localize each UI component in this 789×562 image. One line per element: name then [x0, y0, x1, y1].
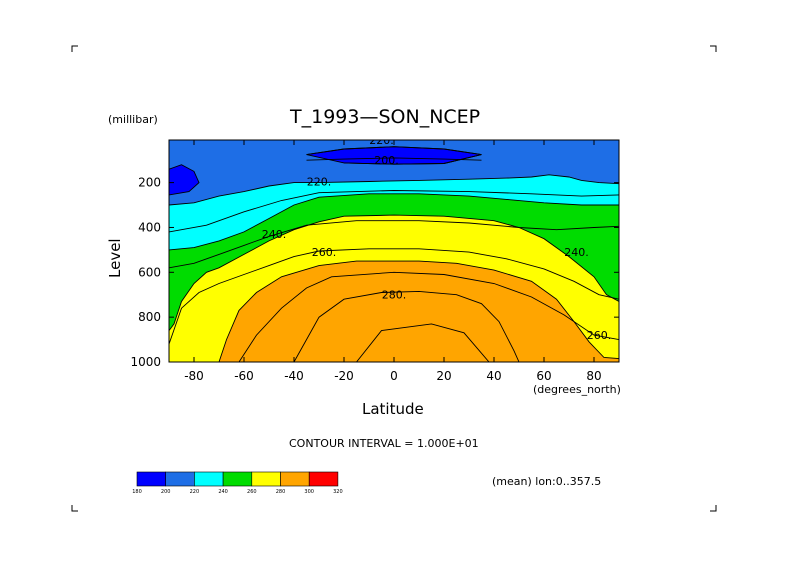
- corner-mark: [71, 505, 78, 512]
- contour-label: 220.: [369, 134, 394, 147]
- fill-below-200-core: [306, 146, 482, 165]
- x-tick-label: -80: [184, 369, 204, 383]
- legend-level-label: 220: [190, 489, 200, 495]
- contour-line-boundary-6: [293, 290, 520, 362]
- legend-swatch: [308, 471, 339, 487]
- corner-mark: [710, 45, 717, 52]
- legend-swatch: [194, 471, 224, 487]
- contour-line-3: [169, 220, 619, 269]
- legend-level-label: 200: [161, 489, 171, 495]
- contour-line-1: [238, 271, 619, 362]
- x-tick-label: -60: [234, 369, 254, 383]
- y-axis-label: Level: [106, 238, 124, 278]
- contour-line-boundary-0: [169, 164, 200, 196]
- contour-line-boundary-3: [169, 193, 619, 251]
- contour-line-0: [169, 248, 619, 345]
- contour-label: 260.: [312, 246, 337, 259]
- legend-level-label: 260: [247, 489, 257, 495]
- x-tick-label: 40: [486, 369, 501, 383]
- legend-level-label: 320: [333, 489, 343, 495]
- chart-title: T_1993—SON_NCEP: [290, 106, 481, 128]
- x-tick-label: -40: [284, 369, 304, 383]
- legend-level-label: 180: [132, 489, 142, 495]
- contour-label: 240.: [564, 246, 589, 259]
- contour-label: 280.: [382, 289, 407, 302]
- contour-line-5: [306, 157, 482, 161]
- contour-lines: [169, 146, 619, 362]
- contour-line-2: [356, 323, 490, 362]
- contour-interval-text: CONTOUR INTERVAL = 1.000E+01: [289, 437, 479, 450]
- y-tick-label: 800: [138, 310, 161, 324]
- x-tick-label: 60: [536, 369, 551, 383]
- legend-swatch: [251, 471, 281, 487]
- contour-label: 200.: [374, 154, 399, 167]
- contour-label: 220.: [307, 175, 332, 188]
- contour-line-core: [306, 146, 482, 165]
- legend-swatch: [136, 471, 167, 487]
- contour-line-4: [169, 190, 619, 233]
- contour-line-boundary-4: [169, 214, 619, 331]
- corner-mark: [710, 505, 717, 512]
- y-tick-label: 600: [138, 265, 161, 279]
- contour-line-boundary-2: [169, 174, 619, 206]
- y-tick-label: 400: [138, 220, 161, 234]
- legend-level-label: 300: [304, 489, 314, 495]
- x-tick-label: 0: [390, 369, 398, 383]
- y-tick-label: 200: [138, 176, 161, 190]
- legend-level-label: 240: [218, 489, 228, 495]
- corner-mark: [71, 45, 78, 52]
- mean-subtitle: (mean) lon:0..357.5: [492, 475, 602, 488]
- legend-swatch: [222, 471, 253, 487]
- legend-level-label: 280: [276, 489, 286, 495]
- y-units-label: (millibar): [108, 113, 158, 126]
- x-axis-label: Latitude: [362, 400, 424, 418]
- fill-below-200-left: [169, 164, 199, 195]
- x-tick-label: 20: [436, 369, 451, 383]
- legend-swatch: [165, 471, 195, 487]
- x-units-label: (degrees_north): [533, 383, 621, 396]
- x-tick-label: 80: [586, 369, 601, 383]
- contour-line-boundary-5: [169, 260, 619, 362]
- y-tick-label: 1000: [130, 355, 161, 369]
- legend-swatch: [280, 471, 310, 487]
- x-tick-label: -20: [334, 369, 354, 383]
